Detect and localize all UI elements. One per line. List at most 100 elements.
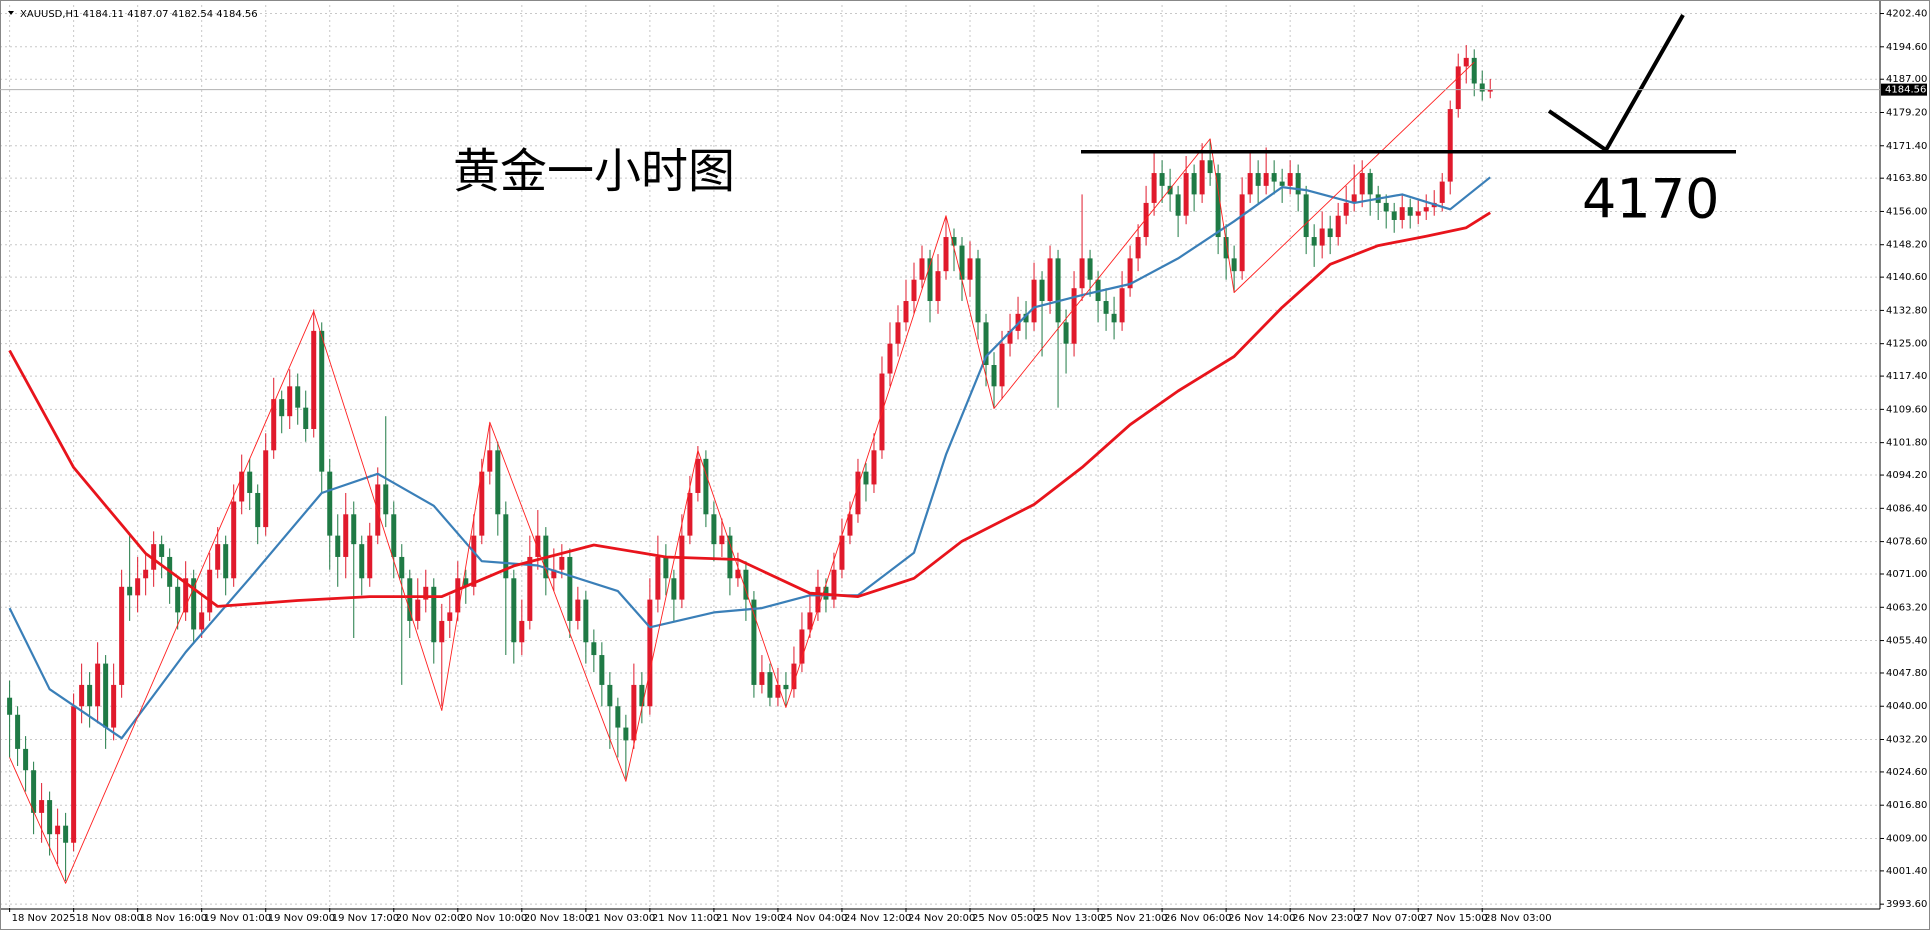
candle-body (367, 535, 373, 579)
candle-body (1103, 301, 1109, 314)
candle-body (1047, 258, 1053, 302)
candle-body (1471, 57, 1477, 84)
candle-body (143, 569, 149, 579)
candle-body (735, 569, 741, 579)
candle-body (7, 697, 13, 715)
candle-body (1127, 258, 1133, 289)
candle-body (71, 706, 77, 843)
candle-body (679, 535, 685, 600)
candle-body (1279, 181, 1285, 186)
candle-body (79, 684, 85, 707)
candle-body (1191, 173, 1197, 195)
candle-body (1295, 173, 1301, 195)
candle-body (1055, 258, 1061, 323)
candle-body (807, 612, 813, 630)
candle-body (1183, 173, 1189, 216)
x-tick-label: 18 Nov 2025 (12, 913, 76, 924)
candle-body (303, 407, 309, 429)
candle-body (1039, 279, 1045, 302)
candle-body (895, 322, 901, 344)
candle-body (487, 450, 493, 472)
candle-body (55, 825, 61, 835)
candle-body (391, 514, 397, 557)
candle-body (63, 825, 69, 843)
candle-body (1207, 160, 1213, 174)
candle-body (1231, 258, 1237, 272)
candle-body (503, 514, 509, 579)
candle-body (703, 458, 709, 515)
candle-body (103, 663, 109, 728)
candle-body (47, 800, 53, 835)
candle-body (271, 399, 277, 451)
candle-body (287, 386, 293, 417)
low: 4182.54 (172, 9, 213, 20)
candle-body (439, 620, 445, 643)
candle-body (463, 578, 469, 587)
candle-body (231, 501, 237, 579)
candle-body (911, 279, 917, 302)
candle-body (767, 672, 773, 698)
candle-body (1335, 215, 1341, 238)
y-tick-label: 4009.00 (1886, 833, 1927, 844)
candle-body (1359, 173, 1365, 195)
candle-body (575, 599, 581, 621)
candle-body (839, 535, 845, 570)
candle-body (279, 399, 285, 417)
candle-body (615, 706, 621, 728)
candle-body (23, 748, 29, 771)
y-tick-label: 4086.40 (1886, 503, 1927, 514)
candle-body (1063, 322, 1069, 344)
candle-body (855, 471, 861, 515)
candle-body (1391, 211, 1397, 220)
candle-body (791, 663, 797, 690)
y-tick-label: 4071.00 (1886, 569, 1927, 580)
candle-body (1239, 194, 1245, 272)
candle-body (159, 544, 165, 557)
candle-body (495, 450, 501, 515)
y-tick-label: 4078.60 (1886, 537, 1927, 548)
price-label-box (1881, 83, 1927, 96)
candle-body (415, 599, 421, 621)
x-tick-label: 25 Nov 13:00 (1036, 913, 1103, 924)
y-tick-label: 4016.80 (1886, 800, 1927, 811)
candle-body (663, 556, 669, 579)
candle-body (567, 556, 573, 621)
candle-body (631, 684, 637, 741)
candle-body (599, 655, 605, 685)
candle-body (1303, 194, 1309, 238)
candle-body (1159, 173, 1165, 186)
candle-body (519, 620, 525, 643)
candle-body (135, 578, 141, 596)
candle-body (31, 770, 37, 813)
candle-body (1343, 202, 1349, 216)
y-tick-label: 4171.40 (1886, 141, 1927, 152)
candle-body (967, 258, 973, 280)
x-tick-label: 21 Nov 03:00 (588, 913, 655, 924)
candle-body (1311, 237, 1317, 246)
candle-body (311, 330, 317, 429)
x-tick-label: 18 Nov 16:00 (140, 913, 207, 924)
x-tick-label: 25 Nov 21:00 (1100, 913, 1167, 924)
candle-body (255, 492, 261, 528)
level-label: 4170 (1582, 168, 1719, 231)
y-tick-label: 4094.20 (1886, 470, 1927, 481)
candle-body (903, 301, 909, 323)
candle-body (151, 544, 157, 570)
candle-body (1415, 211, 1421, 216)
indicator-line (8, 211, 1491, 608)
candle-body (335, 535, 341, 557)
candle-body (1319, 228, 1325, 246)
candle-body (215, 544, 221, 570)
candle-body (671, 578, 677, 600)
candle-body (687, 492, 693, 536)
x-tick-label: 20 Nov 18:00 (524, 913, 591, 924)
candle-body (1407, 207, 1413, 216)
candle-body (423, 586, 429, 600)
candle-body (1287, 173, 1293, 186)
y-tick-label: 4194.60 (1886, 42, 1927, 53)
candle-body (623, 727, 629, 741)
y-tick-label: 4109.60 (1886, 404, 1927, 415)
candle-body (199, 612, 205, 630)
candle-body (479, 471, 485, 536)
